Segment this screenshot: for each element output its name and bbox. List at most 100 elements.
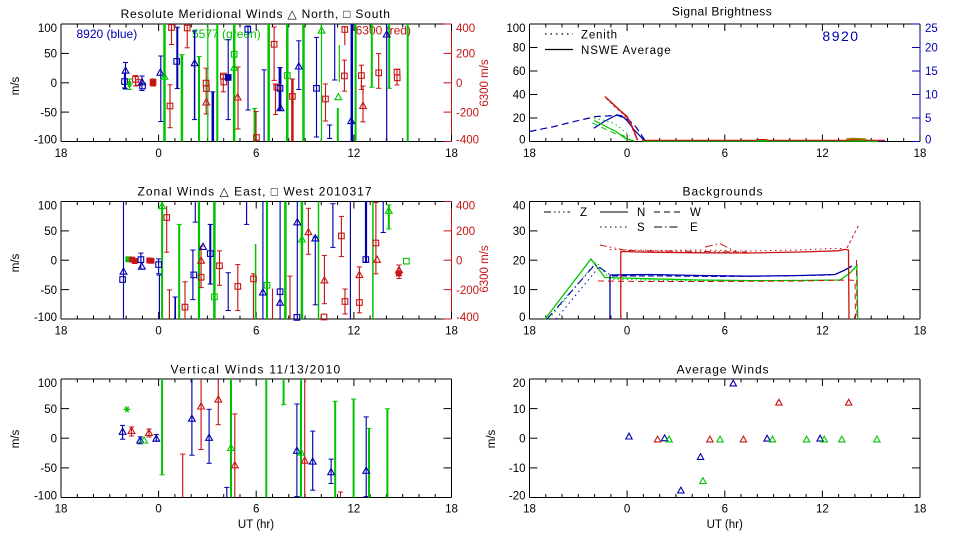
svg-text:100: 100 (38, 200, 57, 212)
svg-text:0: 0 (51, 433, 57, 445)
svg-text:-10: -10 (509, 463, 526, 475)
svg-text:0: 0 (51, 255, 57, 267)
svg-text:10: 10 (513, 285, 526, 297)
svg-text:-200: -200 (456, 107, 479, 119)
svg-text:-50: -50 (40, 285, 57, 297)
svg-text:Resolute Meridional Winds △: Resolute Meridional Winds △ North, □ Sou… (121, 7, 391, 21)
svg-text:50: 50 (44, 404, 57, 416)
svg-text:6300 m/s: 6300 m/s (479, 245, 491, 293)
svg-text:0: 0 (624, 326, 630, 338)
svg-text:-20: -20 (509, 490, 526, 502)
svg-text:20: 20 (513, 255, 526, 267)
svg-text:8920 (blue): 8920 (blue) (77, 27, 138, 41)
svg-text:-200: -200 (456, 285, 479, 297)
svg-text:100: 100 (506, 23, 525, 35)
svg-text:m/s: m/s (10, 76, 22, 95)
svg-text:20: 20 (513, 113, 526, 125)
svg-text:0: 0 (155, 326, 161, 338)
svg-text:Z: Z (580, 207, 587, 219)
svg-text:20: 20 (925, 43, 938, 55)
svg-text:30: 30 (513, 226, 526, 238)
svg-text:18: 18 (445, 148, 458, 160)
svg-text:-100: -100 (34, 312, 57, 324)
svg-text:-400: -400 (456, 134, 479, 146)
svg-text:40: 40 (513, 200, 526, 212)
svg-text:18: 18 (523, 504, 536, 516)
svg-text:10: 10 (925, 90, 938, 102)
svg-text:0: 0 (51, 78, 57, 90)
svg-text:0: 0 (624, 504, 630, 516)
svg-text:50: 50 (44, 49, 57, 61)
svg-text:60: 60 (513, 66, 526, 78)
svg-text:-400: -400 (456, 312, 479, 324)
svg-text:5577 (green): 5577 (green) (192, 27, 261, 41)
svg-text:Vertical Winds 11/13/2010: Vertical Winds 11/13/2010 (170, 363, 341, 377)
svg-text:0: 0 (456, 255, 462, 267)
svg-text:-50: -50 (40, 107, 57, 119)
svg-text:NSWE Average: NSWE Average (581, 45, 672, 57)
svg-text:0: 0 (456, 78, 462, 90)
svg-text:100: 100 (38, 378, 57, 390)
svg-text:0: 0 (519, 134, 525, 146)
svg-text:-100: -100 (34, 134, 57, 146)
svg-text:15: 15 (925, 66, 938, 78)
svg-text:S: S (637, 222, 645, 234)
svg-text:N: N (637, 207, 645, 219)
svg-text:0: 0 (155, 148, 161, 160)
svg-text:UT (hr): UT (hr) (707, 519, 743, 531)
svg-text:6: 6 (253, 326, 259, 338)
svg-text:-100: -100 (34, 490, 57, 502)
svg-text:m/s: m/s (10, 253, 22, 272)
svg-text:6: 6 (253, 148, 259, 160)
svg-text:Zonal Winds △ East, □ West 20: Zonal Winds △ East, □ West 2010317 (137, 185, 372, 199)
svg-text:Signal Brightness: Signal Brightness (672, 5, 772, 19)
svg-text:40: 40 (513, 90, 526, 102)
svg-text:6: 6 (722, 326, 728, 338)
svg-text:50: 50 (44, 226, 57, 238)
svg-text:Zenith: Zenith (581, 30, 618, 42)
svg-text:200: 200 (456, 226, 475, 238)
svg-text:8920: 8920 (822, 28, 859, 44)
svg-text:12: 12 (348, 148, 361, 160)
svg-text:25: 25 (925, 23, 938, 35)
svg-text:200: 200 (456, 49, 475, 61)
svg-text:6300 (red): 6300 (red) (356, 24, 411, 38)
svg-text:12: 12 (816, 148, 829, 160)
svg-text:0: 0 (519, 433, 525, 445)
svg-text:400: 400 (456, 200, 475, 212)
svg-text:20: 20 (513, 378, 526, 390)
svg-text:0: 0 (155, 504, 161, 516)
svg-text:E: E (690, 222, 698, 234)
svg-text:0: 0 (925, 134, 931, 146)
svg-text:18: 18 (445, 504, 458, 516)
svg-text:18: 18 (914, 148, 927, 160)
svg-text:100: 100 (38, 23, 57, 35)
svg-text:18: 18 (523, 148, 536, 160)
svg-text:0: 0 (624, 148, 630, 160)
svg-text:18: 18 (914, 504, 927, 516)
svg-text:UT (hr): UT (hr) (238, 519, 274, 531)
svg-text:6: 6 (253, 504, 259, 516)
svg-text:12: 12 (816, 504, 829, 516)
svg-text:W: W (690, 207, 701, 219)
svg-text:6: 6 (722, 148, 728, 160)
svg-text:18: 18 (523, 326, 536, 338)
svg-text:0: 0 (519, 312, 525, 324)
svg-text:6300 m/s: 6300 m/s (479, 59, 491, 107)
svg-text:Average Winds: Average Winds (677, 363, 770, 377)
svg-text:400: 400 (456, 23, 475, 35)
svg-text:5: 5 (925, 113, 931, 125)
svg-text:80: 80 (513, 43, 526, 55)
svg-text:12: 12 (348, 326, 361, 338)
svg-text:18: 18 (55, 148, 68, 160)
svg-text:-50: -50 (40, 463, 57, 475)
svg-text:18: 18 (55, 326, 68, 338)
svg-text:18: 18 (445, 326, 458, 338)
svg-text:m/s: m/s (486, 429, 498, 448)
svg-text:Backgrounds: Backgrounds (682, 185, 763, 199)
svg-text:18: 18 (55, 504, 68, 516)
svg-text:12: 12 (816, 326, 829, 338)
svg-text:m/s: m/s (10, 429, 22, 448)
svg-text:6: 6 (722, 504, 728, 516)
svg-text:18: 18 (914, 326, 927, 338)
